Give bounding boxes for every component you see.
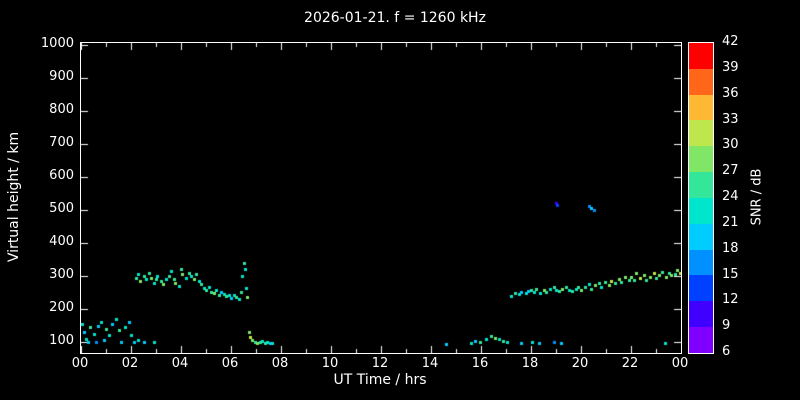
y-tick-label: 800: [49, 102, 74, 117]
x-tick-label: 00: [71, 356, 89, 371]
y-axis-label: Virtual height / km: [6, 131, 22, 263]
x-tick-label: 10: [321, 356, 339, 371]
x-tick-label: 14: [421, 356, 439, 371]
colorbar-tick-label: 18: [722, 240, 739, 256]
colorbar-tick-label: 21: [722, 214, 739, 230]
colorbar-segment: [689, 146, 713, 173]
colorbar-segment: [689, 120, 713, 147]
colorbar-segment: [689, 43, 713, 69]
plot-area: [80, 42, 682, 354]
x-tick-label: 18: [521, 356, 539, 371]
x-tick-label: 02: [121, 356, 139, 371]
y-tick-label: 900: [49, 69, 74, 84]
chart-title: 2026-01-21. f = 1260 kHz: [304, 10, 486, 26]
colorbar: [688, 42, 714, 354]
colorbar-segment: [689, 275, 713, 302]
colorbar-segment: [689, 68, 713, 95]
colorbar-segment: [689, 327, 713, 353]
colorbar-tick-label: 36: [722, 85, 739, 101]
scatter-plot-canvas: [81, 43, 681, 353]
x-tick-label: 00: [671, 356, 689, 371]
x-tick-label: 12: [371, 356, 389, 371]
colorbar-segment: [689, 301, 713, 328]
x-axis-label: UT Time / hrs: [333, 372, 427, 388]
x-tick-label: 22: [621, 356, 639, 371]
x-tick-label: 04: [171, 356, 189, 371]
colorbar-tick-label: 24: [722, 189, 739, 204]
colorbar-tick-label: 15: [722, 266, 739, 282]
colorbar-tick-label: 39: [722, 59, 739, 75]
colorbar-segment: [689, 223, 713, 250]
y-tick-label: 200: [49, 300, 74, 315]
colorbar-segment: [689, 249, 713, 276]
colorbar-tick-label: 42: [722, 34, 739, 49]
x-tick-label: 20: [571, 356, 589, 371]
colorbar-tick-label: 6: [722, 344, 731, 359]
colorbar-tick-label: 33: [722, 111, 739, 127]
y-tick-label: 700: [49, 135, 74, 150]
y-tick-label: 500: [49, 201, 74, 216]
colorbar-tick-label: 27: [722, 163, 739, 179]
colorbar-tick-label: 12: [722, 292, 739, 308]
colorbar-tick-label: 9: [722, 318, 731, 334]
x-tick-label: 06: [221, 356, 239, 371]
colorbar-segment: [689, 94, 713, 121]
x-tick-label: 16: [471, 356, 489, 371]
y-tick-label: 100: [49, 333, 74, 348]
y-tick-label: 1000: [40, 36, 74, 51]
y-tick-label: 300: [49, 267, 74, 282]
colorbar-segment: [689, 197, 713, 224]
colorbar-tick-label: 30: [722, 137, 739, 153]
y-tick-label: 400: [49, 234, 74, 249]
colorbar-segment: [689, 172, 713, 198]
y-tick-label: 600: [49, 168, 74, 183]
x-tick-label: 08: [271, 356, 289, 371]
